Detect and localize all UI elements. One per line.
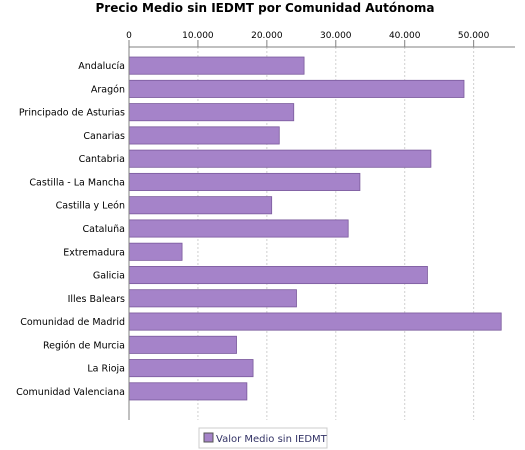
bars — [128, 56, 502, 401]
bar — [128, 103, 295, 122]
category-label: Comunidad Valenciana — [16, 387, 125, 398]
category-label: Canarias — [83, 131, 125, 142]
x-tick-label: 30.000 — [320, 31, 352, 41]
bar — [128, 266, 428, 285]
bar — [128, 382, 248, 401]
legend: Valor Medio sin IEDMT — [198, 427, 328, 449]
legend-label: Valor Medio sin IEDMT — [216, 434, 328, 445]
bar — [128, 312, 502, 331]
category-label: Extremadura — [63, 247, 125, 258]
x-tick-label: 50.000 — [458, 31, 490, 41]
bar — [128, 219, 349, 238]
bar — [128, 289, 297, 308]
category-label: Cantabria — [79, 154, 125, 165]
category-label: Andalucía — [78, 61, 125, 72]
x-tick-label: 0 — [126, 31, 132, 41]
category-label: Aragón — [91, 84, 125, 95]
category-label: Castilla - La Mancha — [29, 177, 125, 188]
axes — [128, 46, 515, 420]
category-label: Región de Murcia — [43, 340, 125, 351]
bar — [128, 172, 361, 191]
x-tick-label: 40.000 — [389, 31, 421, 41]
bar — [128, 242, 183, 261]
x-tick-label: 20.000 — [251, 31, 283, 41]
category-label: Principado de Asturias — [19, 108, 125, 119]
category-label: La Rioja — [87, 364, 125, 375]
category-label: Cataluña — [82, 224, 125, 235]
bar — [128, 149, 432, 168]
bar — [128, 359, 254, 378]
legend-swatch — [203, 432, 214, 443]
bar — [128, 79, 465, 98]
bar — [128, 335, 237, 354]
bar — [128, 56, 305, 75]
category-labels: Andalucía Aragón Principado de Asturias Can… — [16, 61, 125, 398]
legend-box — [198, 427, 328, 449]
bar — [128, 196, 273, 215]
x-tick-label: 10.000 — [182, 31, 214, 41]
chart-title: Precio Medio sin IEDMT por Comunidad Aut… — [96, 1, 435, 15]
category-label: Castilla y León — [56, 201, 125, 212]
category-label: Comunidad de Madrid — [20, 317, 125, 328]
category-label: Illes Balears — [68, 294, 125, 305]
category-label: Galicia — [93, 271, 125, 282]
x-axis-ticks: 0 10.000 20.000 30.000 40.000 50.000 — [126, 31, 490, 47]
bar — [128, 126, 280, 145]
